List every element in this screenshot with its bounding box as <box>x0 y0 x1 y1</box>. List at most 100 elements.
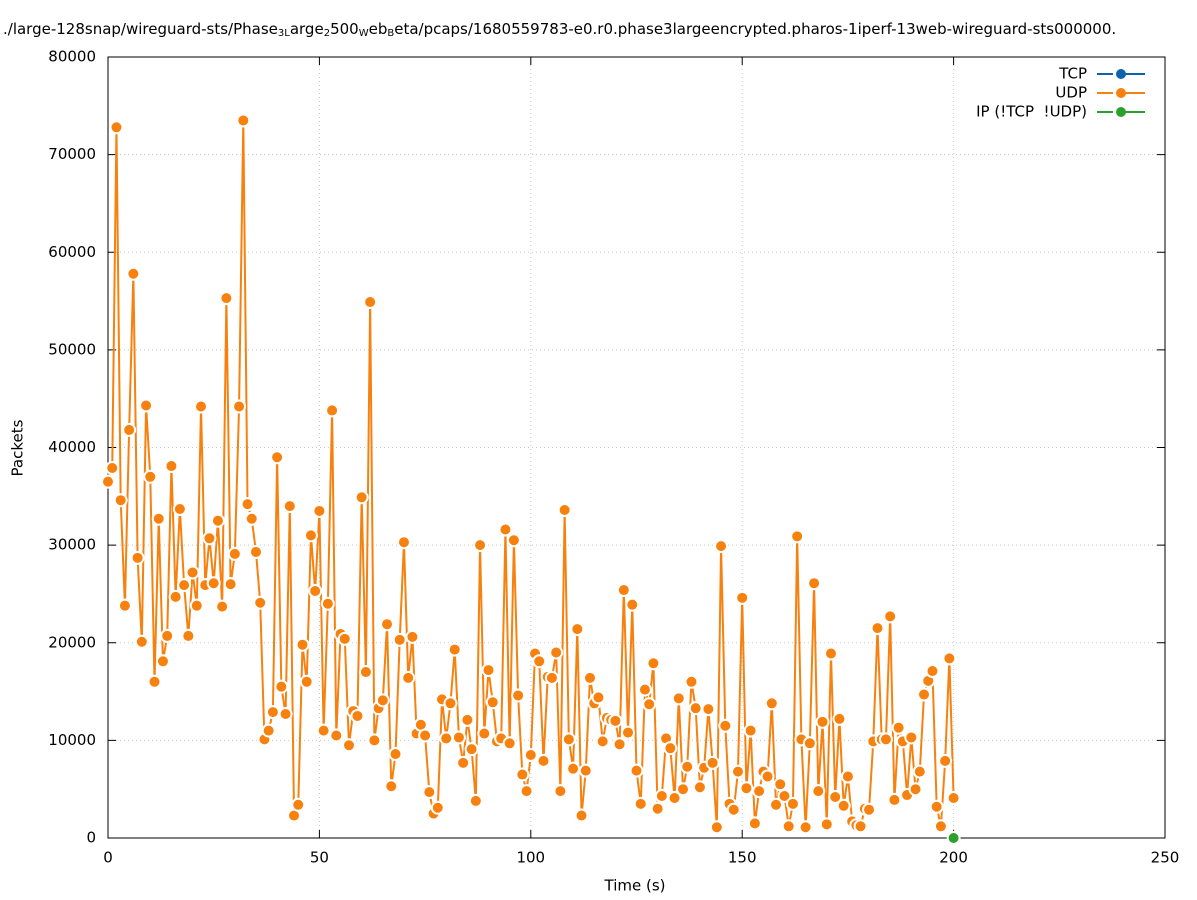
data-point <box>692 780 707 795</box>
data-point <box>511 688 526 703</box>
legend-marker <box>1116 88 1126 98</box>
data-point <box>155 654 170 669</box>
legend-label: UDP <box>1055 84 1087 102</box>
data-point <box>853 819 868 834</box>
data-point <box>790 529 805 544</box>
data-point <box>265 705 280 720</box>
x-axis-label: Time (s) <box>604 877 666 895</box>
data-point <box>743 723 758 738</box>
data-point <box>194 399 209 414</box>
data-point <box>308 584 323 599</box>
data-point <box>544 670 559 685</box>
data-point <box>468 793 483 808</box>
data-point <box>917 687 932 702</box>
data-point <box>282 499 297 514</box>
data-point <box>566 761 581 776</box>
data-point <box>227 546 242 561</box>
data-point <box>291 797 306 812</box>
data-point <box>705 755 720 770</box>
data-point <box>160 628 175 643</box>
data-point <box>147 674 162 689</box>
data-point <box>582 670 597 685</box>
data-point <box>380 617 395 632</box>
data-point <box>646 656 661 671</box>
data-point <box>908 782 923 797</box>
data-point <box>904 730 919 745</box>
legend-label: IP (!TCP !UDP) <box>976 103 1087 121</box>
x-tick-label: 100 <box>516 849 545 867</box>
data-point <box>375 693 390 708</box>
data-point <box>481 663 496 678</box>
y-tick-label: 60000 <box>48 243 96 261</box>
x-tick-label: 0 <box>103 849 113 867</box>
legend-marker <box>1116 69 1126 79</box>
data-point <box>278 707 293 722</box>
data-point <box>561 732 576 747</box>
data-point <box>202 531 217 546</box>
data-point <box>591 690 606 705</box>
data-point <box>485 695 500 710</box>
x-tick-label: 150 <box>728 849 757 867</box>
data-point <box>735 590 750 605</box>
data-point <box>637 682 652 697</box>
data-point <box>139 398 154 413</box>
data-point <box>557 502 572 517</box>
data-point <box>785 796 800 811</box>
title-part: 2 <box>324 28 330 39</box>
data-point <box>151 511 166 526</box>
data-point <box>680 759 695 774</box>
data-point <box>938 753 953 768</box>
data-point <box>676 782 691 797</box>
data-point <box>840 769 855 784</box>
data-point <box>836 798 851 813</box>
data-point <box>325 403 340 418</box>
data-point <box>688 701 703 716</box>
data-point <box>388 747 403 762</box>
data-point <box>650 801 665 816</box>
data-point <box>532 654 547 669</box>
data-point <box>130 550 145 565</box>
data-point <box>392 632 407 647</box>
x-tick-label: 250 <box>1151 849 1180 867</box>
data-point <box>253 595 268 610</box>
data-point <box>299 674 314 689</box>
data-point <box>506 533 521 548</box>
data-point <box>553 784 568 799</box>
data-point <box>523 748 538 763</box>
data-point <box>769 797 784 812</box>
data-point <box>629 763 644 778</box>
data-point <box>143 469 158 484</box>
title-part: arge <box>290 20 324 38</box>
data-point <box>172 502 187 517</box>
data-point <box>215 599 230 614</box>
data-point <box>726 802 741 817</box>
data-point <box>595 734 610 749</box>
legend-marker <box>1116 107 1126 117</box>
y-axis-label: Packets <box>9 419 27 476</box>
data-point <box>236 113 251 128</box>
data-point <box>443 696 458 711</box>
plot-frame <box>107 56 1166 839</box>
data-point <box>828 789 843 804</box>
data-point <box>430 800 445 815</box>
data-point <box>126 266 141 281</box>
data-point <box>206 576 221 591</box>
data-point <box>718 718 733 733</box>
data-point <box>870 621 885 636</box>
data-point <box>473 538 488 553</box>
data-point <box>574 808 589 823</box>
data-point <box>117 598 132 613</box>
data-point <box>862 802 877 817</box>
x-tick-label: 50 <box>310 849 329 867</box>
data-point <box>113 493 128 508</box>
data-point <box>832 711 847 726</box>
data-point <box>210 513 225 528</box>
data-point <box>612 737 627 752</box>
y-tick-label: 50000 <box>48 340 96 358</box>
title-part: eb <box>369 20 388 38</box>
data-point <box>367 733 382 748</box>
data-point <box>608 713 623 728</box>
data-point <box>929 799 944 814</box>
data-point <box>439 731 454 746</box>
data-point <box>515 767 530 782</box>
